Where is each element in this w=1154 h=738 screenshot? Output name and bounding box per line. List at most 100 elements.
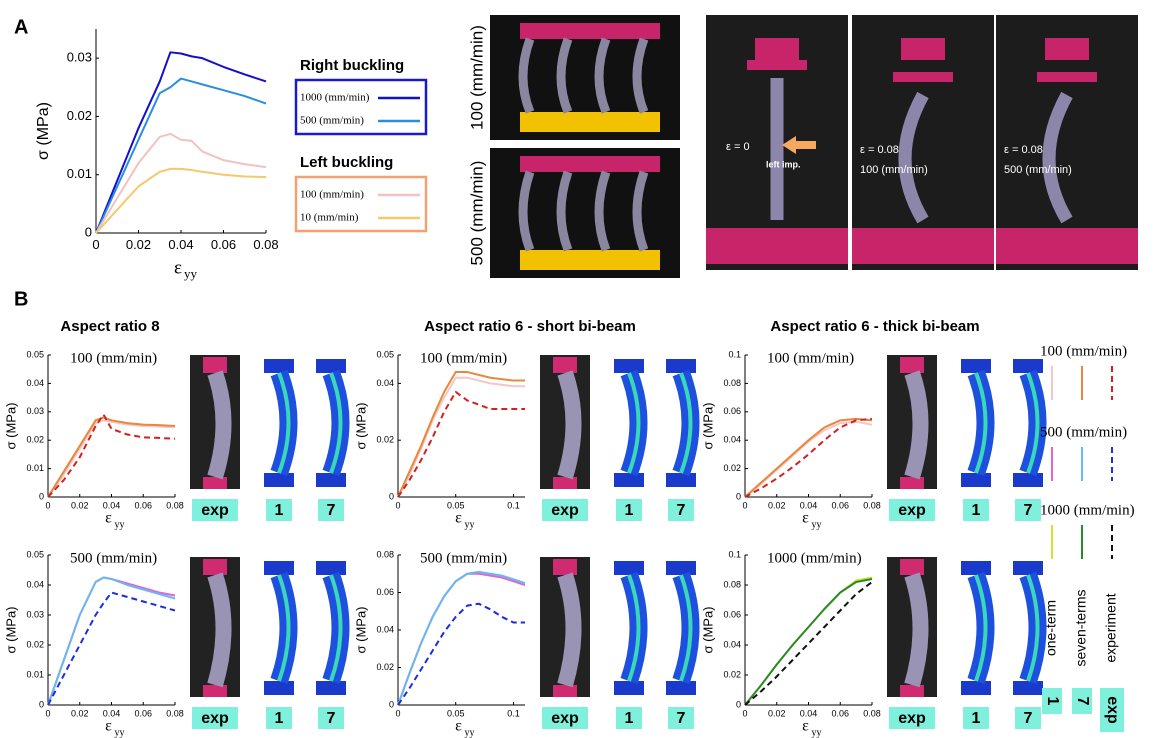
legend-label: 1000 (mm/min): [300, 92, 370, 104]
y-axis-label: σ (MPa): [353, 402, 368, 449]
rate-label: 500 (mm/min): [467, 161, 486, 266]
series-line: [95, 77, 267, 234]
badge-label: 7: [677, 502, 686, 519]
y-tick-label: 0.08: [723, 378, 741, 388]
legend-label: 500 (mm/min): [300, 115, 364, 127]
badge-label: 7: [327, 502, 336, 519]
y-axis-label: σ (MPa): [700, 402, 715, 449]
y-tick-label: 0.01: [26, 463, 44, 473]
photo-plate: [520, 250, 660, 270]
legend-group-label: 100 (mm/min): [1040, 343, 1127, 359]
frame-note: left imp.: [766, 159, 801, 169]
badge-label: 1: [275, 502, 284, 519]
series-line: [397, 390, 525, 498]
photo-beam: [556, 170, 573, 252]
series-line: [95, 132, 267, 234]
y-tick-label: 0.02: [723, 669, 741, 679]
x-tick-label: 0.04: [800, 709, 818, 719]
y-tick-label: 0.03: [26, 406, 44, 416]
y-tick-label: 0: [85, 224, 92, 239]
y-tick-label: 0.06: [723, 406, 741, 416]
y-tick-label: 0.04: [376, 378, 394, 388]
x-axis-label: ε: [105, 718, 112, 735]
sim-stress: [277, 574, 291, 682]
y-tick-label: 0.06: [723, 609, 741, 619]
y-tick-label: 0.02: [376, 435, 394, 445]
x-tick-label: 0.02: [126, 237, 151, 252]
series-line: [397, 602, 525, 706]
y-tick-label: 0.06: [376, 587, 394, 597]
x-axis-label-sub: yy: [812, 727, 822, 738]
sim-clamp: [961, 473, 991, 487]
sim-stress: [627, 372, 641, 474]
sim-stress: [679, 372, 693, 474]
x-axis-label: ε: [802, 510, 809, 527]
photo-cap: [203, 685, 227, 697]
badge-label: 1: [972, 710, 981, 727]
y-axis-label: σ (MPa): [3, 606, 18, 653]
badge-label: exp: [201, 502, 229, 519]
photo-cap: [553, 357, 577, 373]
y-tick-label: 0.04: [376, 624, 394, 634]
y-tick-label: 0.02: [67, 108, 92, 123]
sim-clamp: [666, 681, 696, 695]
y-tick-label: 0.02: [26, 435, 44, 445]
sim-clamp: [264, 681, 294, 695]
photo-cap: [1037, 72, 1097, 82]
y-tick-label: 0: [389, 491, 394, 501]
photo-cap: [755, 38, 799, 60]
x-axis-label: ε: [455, 510, 462, 527]
badge: [616, 499, 642, 521]
x-tick-label: 0.05: [447, 501, 465, 511]
photo-cap: [553, 685, 577, 697]
badge: [1100, 688, 1124, 732]
photo-cap: [901, 38, 945, 60]
photo-cap: [900, 559, 924, 575]
photo-beam: [207, 572, 232, 688]
y-tick-label: 0.1: [728, 349, 741, 359]
y-tick-label: 0.01: [67, 166, 92, 181]
photo-cap: [203, 357, 227, 373]
photo-cap: [747, 60, 807, 70]
x-tick-label: 0.04: [168, 237, 193, 252]
y-tick-label: 0.05: [376, 349, 394, 359]
badge-label: 1: [625, 502, 634, 519]
y-tick-label: 0.04: [723, 639, 741, 649]
legend-label: 10 (mm/min): [300, 212, 359, 224]
series-line: [744, 578, 873, 706]
sim-clamp: [614, 681, 644, 695]
y-tick-label: 0.04: [26, 378, 44, 388]
x-tick-label: 0.08: [863, 501, 881, 511]
photo-cap: [900, 477, 924, 489]
y-tick-label: 0.03: [67, 50, 92, 65]
badge: [889, 499, 935, 521]
photo-beam: [207, 370, 232, 480]
x-tick-label: 0.06: [831, 709, 849, 719]
sim-stress: [974, 574, 988, 682]
sim-clamp: [316, 561, 346, 575]
badge-label: 7: [1074, 697, 1091, 706]
sim-stress: [329, 574, 343, 682]
badge-label: exp: [898, 502, 926, 519]
badge: [616, 707, 642, 729]
photo-base: [706, 228, 848, 264]
photo-base: [996, 228, 1138, 264]
sim-stress: [974, 372, 988, 474]
badge-label: 1: [275, 710, 284, 727]
legend-group-label: 1000 (mm/min): [1040, 502, 1135, 518]
x-tick-label: 0.08: [166, 709, 184, 719]
series-line: [47, 591, 176, 706]
frame-note: 500 (mm/min): [1004, 164, 1072, 176]
badge: [266, 499, 292, 521]
x-tick-label: 0.02: [71, 501, 89, 511]
x-tick-label: 0.02: [768, 501, 786, 511]
x-axis-label: ε: [105, 510, 112, 527]
photo-plate: [520, 156, 660, 172]
panel-label: A: [14, 16, 28, 38]
x-tick-label: 0.08: [863, 709, 881, 719]
x-tick-label: 0.1: [507, 709, 520, 719]
badge: [889, 707, 935, 729]
photo-beam: [518, 37, 535, 114]
badge: [963, 499, 989, 521]
legend-label: seven-terms: [1073, 589, 1089, 666]
